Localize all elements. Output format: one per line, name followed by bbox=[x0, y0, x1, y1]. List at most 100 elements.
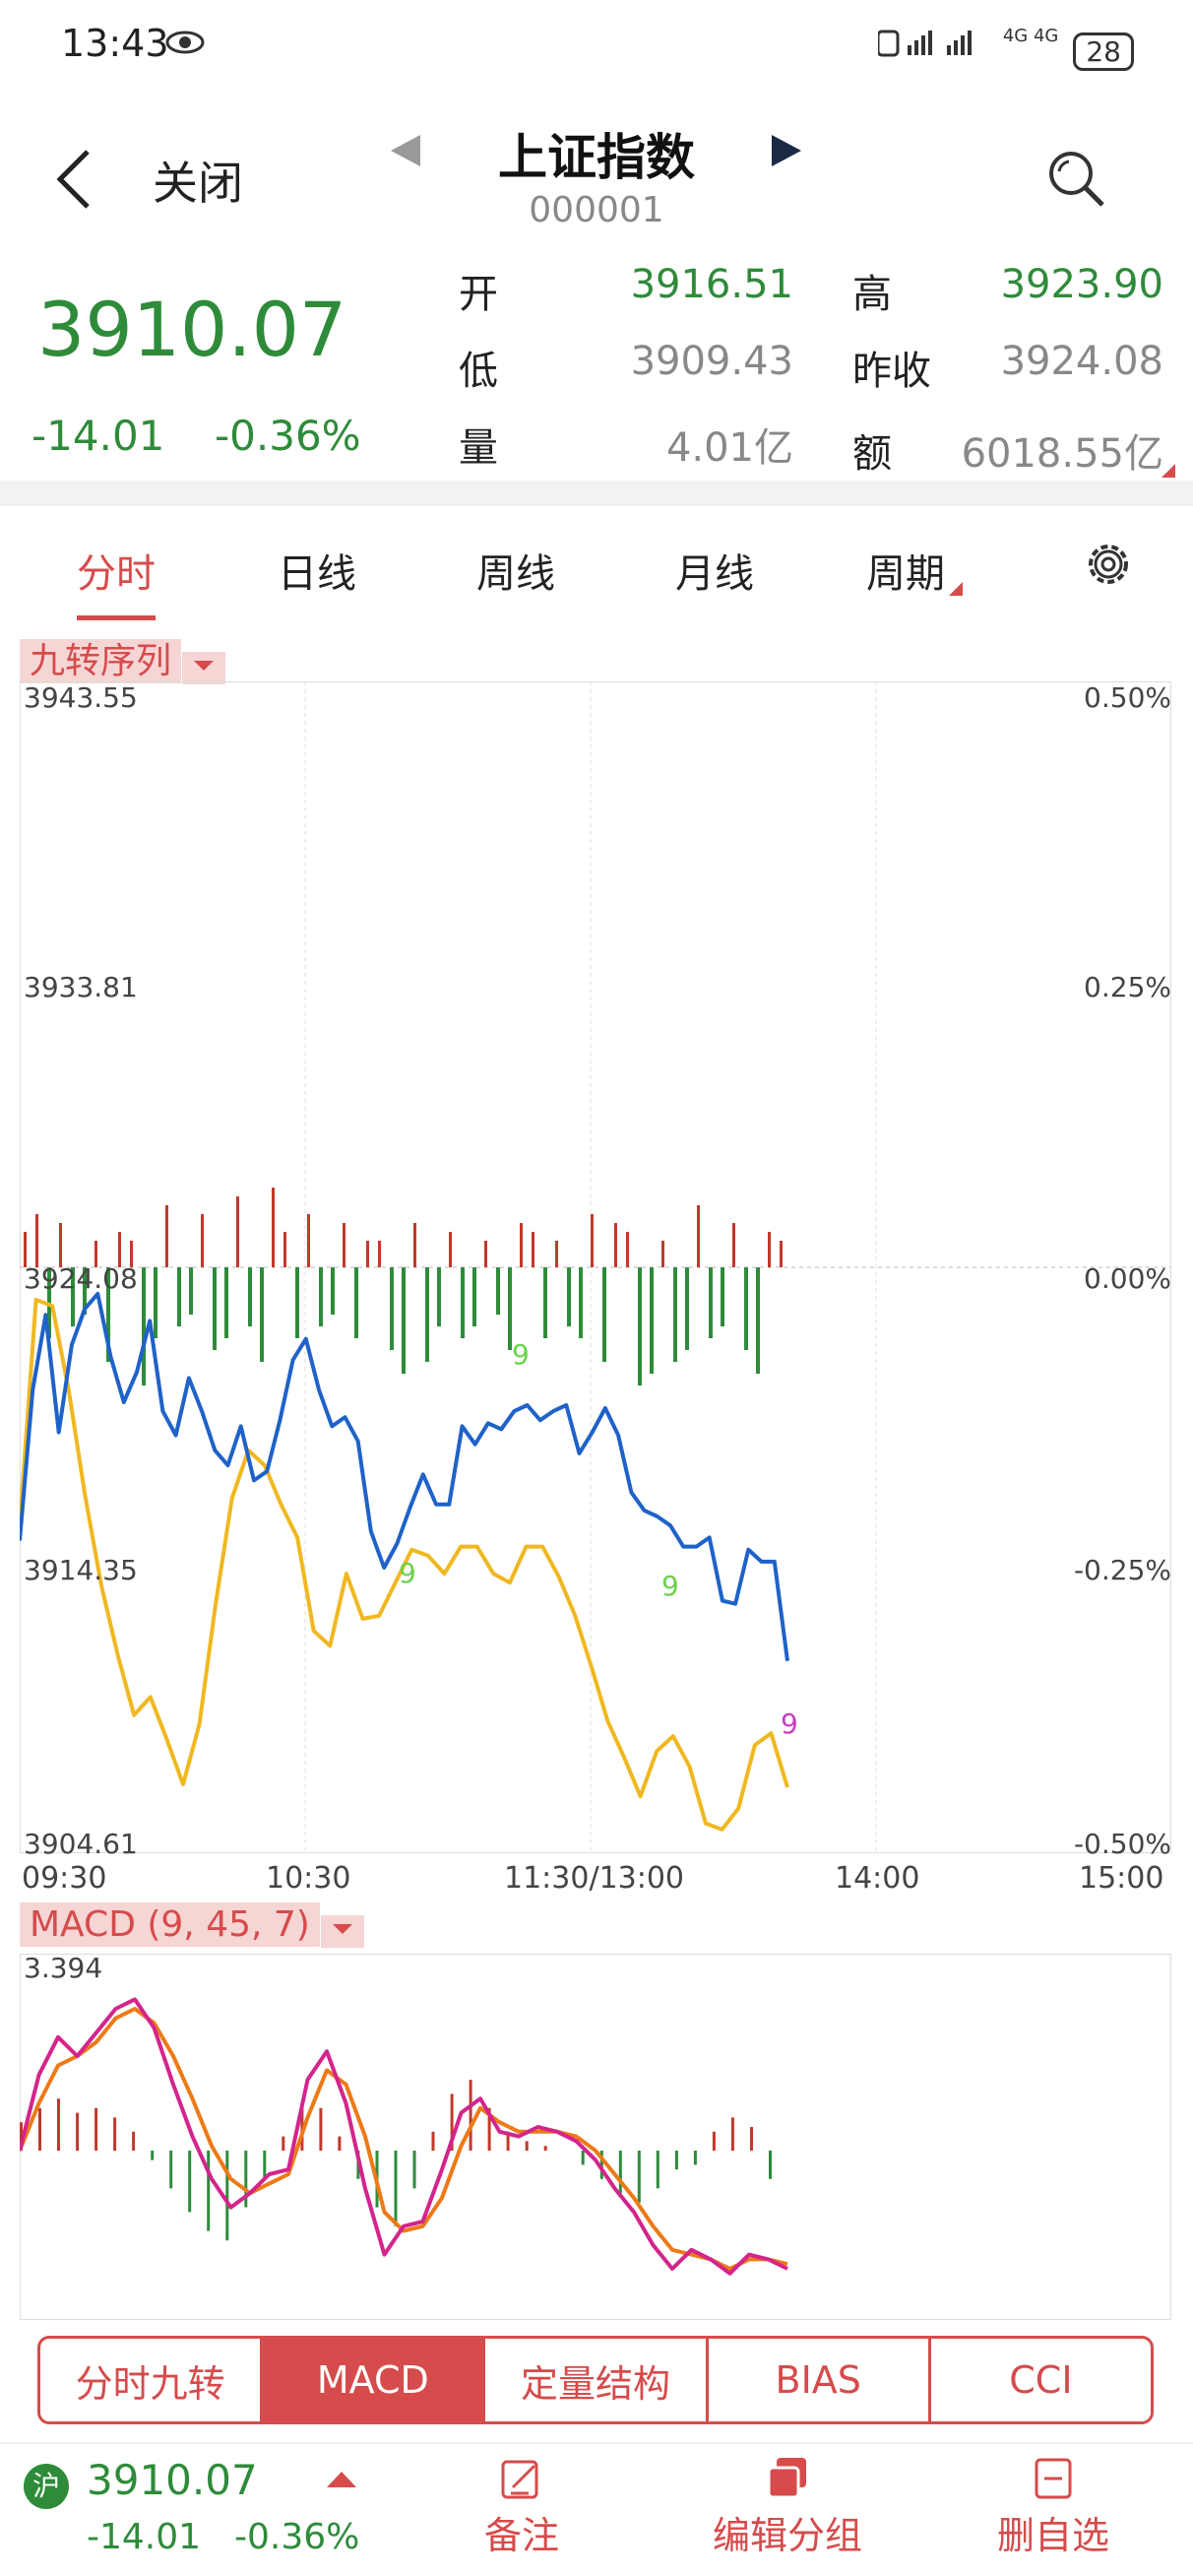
macd-hist-bar bbox=[113, 2117, 117, 2151]
prev-stock-icon[interactable] bbox=[389, 133, 422, 172]
note-button[interactable]: 备注 bbox=[463, 2456, 581, 2559]
volume-bar-up bbox=[768, 1232, 771, 1267]
tab-daily[interactable]: 日线 bbox=[278, 551, 356, 597]
volume-bar-up bbox=[614, 1223, 617, 1267]
macd-hist-bar bbox=[674, 2151, 678, 2170]
macd-hist-bar bbox=[618, 2151, 622, 2194]
volume-bar-up bbox=[661, 1241, 664, 1267]
volume-bar-up bbox=[732, 1223, 735, 1267]
volume-bar-up bbox=[130, 1241, 133, 1267]
macd-hist-bar bbox=[599, 2151, 603, 2179]
volume-bar-down bbox=[248, 1267, 252, 1326]
chevron-down-icon bbox=[182, 652, 226, 684]
macd-hist-bar bbox=[188, 2151, 192, 2213]
status-time: 13:43 bbox=[61, 22, 169, 65]
prev-close-value: 3924.08 bbox=[1000, 339, 1163, 384]
macd-hist-bar bbox=[412, 2151, 416, 2189]
volume-bar-down bbox=[472, 1267, 476, 1326]
volume-bar-up bbox=[59, 1223, 62, 1267]
tab-weekly[interactable]: 周线 bbox=[476, 551, 555, 597]
btn-intraday-nine[interactable]: 分时九转 bbox=[40, 2339, 264, 2421]
low-value: 3909.43 bbox=[630, 339, 793, 384]
edit-group-button[interactable]: 编辑分组 bbox=[709, 2456, 866, 2559]
remove-watchlist-button[interactable]: 删自选 bbox=[984, 2456, 1122, 2559]
indicator-selector[interactable]: 九转序列 bbox=[20, 632, 226, 684]
volume-bar-up bbox=[555, 1241, 558, 1267]
edit-note-icon bbox=[463, 2456, 581, 2505]
volume-bar-down bbox=[567, 1267, 571, 1326]
volume-bar-down bbox=[106, 1267, 110, 1362]
btn-bias[interactable]: BIAS bbox=[709, 2339, 931, 2421]
volume-bar-down bbox=[496, 1267, 500, 1315]
volume-bar-up bbox=[343, 1223, 345, 1267]
back-icon[interactable] bbox=[54, 148, 94, 215]
intraday-chart[interactable]: 9 9 9 9 bbox=[18, 681, 1171, 1899]
expand-corner-icon[interactable] bbox=[1162, 463, 1175, 482]
up-arrow-icon bbox=[327, 2470, 356, 2493]
volume-bar-up bbox=[24, 1232, 27, 1267]
nine-turn-marker: 9 bbox=[661, 1570, 679, 1602]
network-label: 4G 4G bbox=[1002, 26, 1059, 46]
y-right-tick: 0.00% bbox=[1084, 1262, 1171, 1295]
price-change-pct: -0.36% bbox=[215, 412, 361, 460]
macd-label: MACD (9, 45, 7) bbox=[20, 1902, 320, 1947]
signal-indicator: 4G 4G 28 bbox=[876, 26, 1134, 71]
btn-cci[interactable]: CCI bbox=[1009, 2358, 1073, 2402]
amount-label: 额 bbox=[852, 431, 892, 477]
macd-hist-bar bbox=[525, 2141, 529, 2151]
macd-hist-bar bbox=[207, 2151, 211, 2231]
volume-bar-down bbox=[685, 1267, 689, 1350]
btn-quant-structure[interactable]: 定量结构 bbox=[485, 2339, 709, 2421]
volume-bar-up bbox=[35, 1214, 38, 1267]
remove-label: 删自选 bbox=[996, 2514, 1109, 2557]
macd-top-label: 3.394 bbox=[24, 1952, 103, 1984]
nine-turn-marker: 9 bbox=[512, 1338, 530, 1371]
volume-bar-down bbox=[295, 1267, 299, 1338]
volume-bar-up bbox=[307, 1214, 310, 1267]
active-tab-underline bbox=[77, 615, 156, 620]
tab-intraday[interactable]: 分时 bbox=[77, 551, 156, 597]
y-right-tick: 0.50% bbox=[1084, 681, 1171, 714]
volume-bar-up bbox=[626, 1232, 629, 1267]
volume-bar-up bbox=[94, 1241, 97, 1267]
macd-hist-bar bbox=[338, 2136, 342, 2151]
volume-bar-up bbox=[520, 1223, 523, 1267]
bottom-change: -14.01 bbox=[87, 2517, 202, 2557]
gear-icon[interactable] bbox=[1081, 537, 1136, 596]
volume-bar-up bbox=[366, 1241, 369, 1267]
volume-bar-down bbox=[744, 1267, 748, 1350]
market-badge: 沪 bbox=[24, 2464, 69, 2509]
y-left-tick: 3914.35 bbox=[24, 1554, 138, 1586]
volume-bar-down bbox=[402, 1267, 406, 1374]
y-left-tick: 3933.81 bbox=[24, 971, 138, 1003]
macd-hist-bar bbox=[712, 2131, 716, 2151]
volume-bar-down bbox=[319, 1267, 323, 1326]
close-button[interactable]: 关闭 bbox=[153, 157, 243, 210]
tab-monthly[interactable]: 月线 bbox=[675, 551, 754, 597]
macd-hist-bar bbox=[431, 2131, 435, 2151]
next-stock-icon[interactable] bbox=[770, 133, 803, 172]
tab-period[interactable]: 周期 bbox=[866, 551, 945, 597]
volume-bar-down bbox=[224, 1267, 228, 1338]
x-tick: 10:30 bbox=[266, 1861, 351, 1896]
macd-chart[interactable] bbox=[18, 1954, 1171, 2320]
volume-label: 量 bbox=[459, 425, 498, 471]
macd-selector[interactable]: MACD (9, 45, 7) bbox=[20, 1902, 364, 1948]
battery-indicator: 28 bbox=[1073, 32, 1134, 71]
btn-macd[interactable]: MACD bbox=[263, 2339, 486, 2421]
nine-turn-marker: 9 bbox=[399, 1557, 416, 1589]
macd-hist-bar bbox=[57, 2098, 60, 2151]
search-icon[interactable] bbox=[1045, 148, 1108, 215]
volume-bar-down bbox=[260, 1267, 264, 1362]
volume-bar-down bbox=[142, 1267, 146, 1385]
open-label: 开 bbox=[459, 272, 498, 317]
y-left-tick: 3904.61 bbox=[24, 1828, 138, 1860]
x-tick: 14:00 bbox=[835, 1861, 920, 1896]
macd-hist-bar bbox=[319, 2107, 323, 2151]
macd-hist-bar bbox=[244, 2151, 248, 2208]
volume-bar-down bbox=[709, 1267, 713, 1338]
volume-bar-up bbox=[236, 1196, 239, 1267]
volume-bar-up bbox=[201, 1214, 204, 1267]
volume-bar-down bbox=[154, 1267, 157, 1338]
macd-hist-bar bbox=[730, 2117, 734, 2151]
